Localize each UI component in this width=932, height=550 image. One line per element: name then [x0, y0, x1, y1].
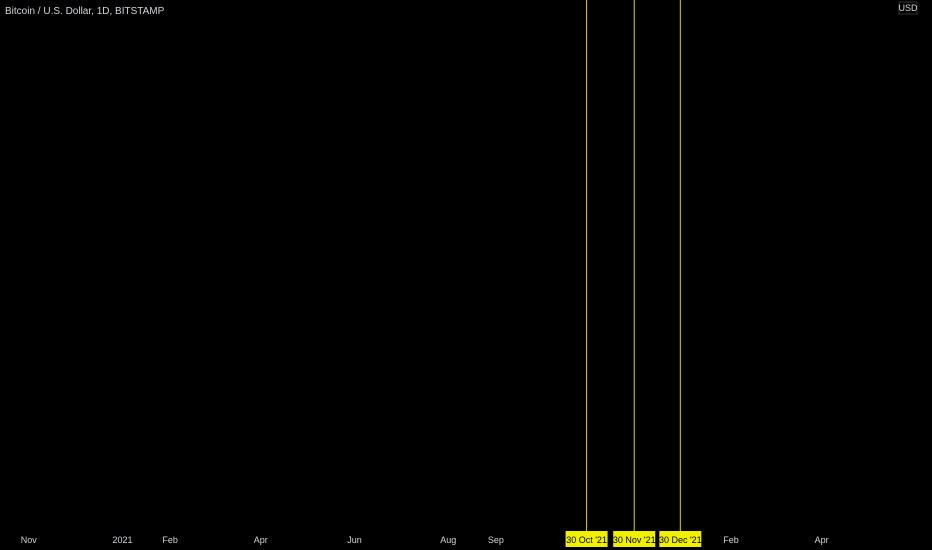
- time-tick-label: Apr: [815, 535, 829, 545]
- date-badge[interactable]: [659, 531, 702, 547]
- time-tick-label: Jun: [347, 535, 362, 545]
- time-tick-label: Apr: [254, 535, 268, 545]
- currency-box[interactable]: [898, 1, 918, 15]
- time-tick-label: Aug: [440, 535, 456, 545]
- price-axis[interactable]: USD43709.4604:17:00: [888, 0, 928, 15]
- drawings-layer: [586, 0, 681, 531]
- date-badge-label: 30 Nov '21: [613, 535, 656, 545]
- time-tick-label: Feb: [162, 535, 178, 545]
- time-tick-label: Nov: [21, 535, 38, 545]
- date-badge[interactable]: [613, 531, 656, 547]
- time-axis[interactable]: Nov 2021 Feb Apr Jun Aug Sep Feb Apr 30 Oct '21 30…: [21, 531, 829, 547]
- date-badge-label: 30 Oct '21: [566, 535, 607, 545]
- currency-label: USD: [898, 3, 918, 13]
- time-tick-label: 2021: [112, 535, 132, 545]
- date-badge[interactable]: [565, 531, 608, 547]
- time-tick-label: Sep: [488, 535, 504, 545]
- chart-title: Bitcoin / U.S. Dollar, 1D, BITSTAMP: [5, 6, 165, 17]
- time-tick-label: Feb: [723, 535, 739, 545]
- date-badge-label: 30 Dec '21: [659, 535, 702, 545]
